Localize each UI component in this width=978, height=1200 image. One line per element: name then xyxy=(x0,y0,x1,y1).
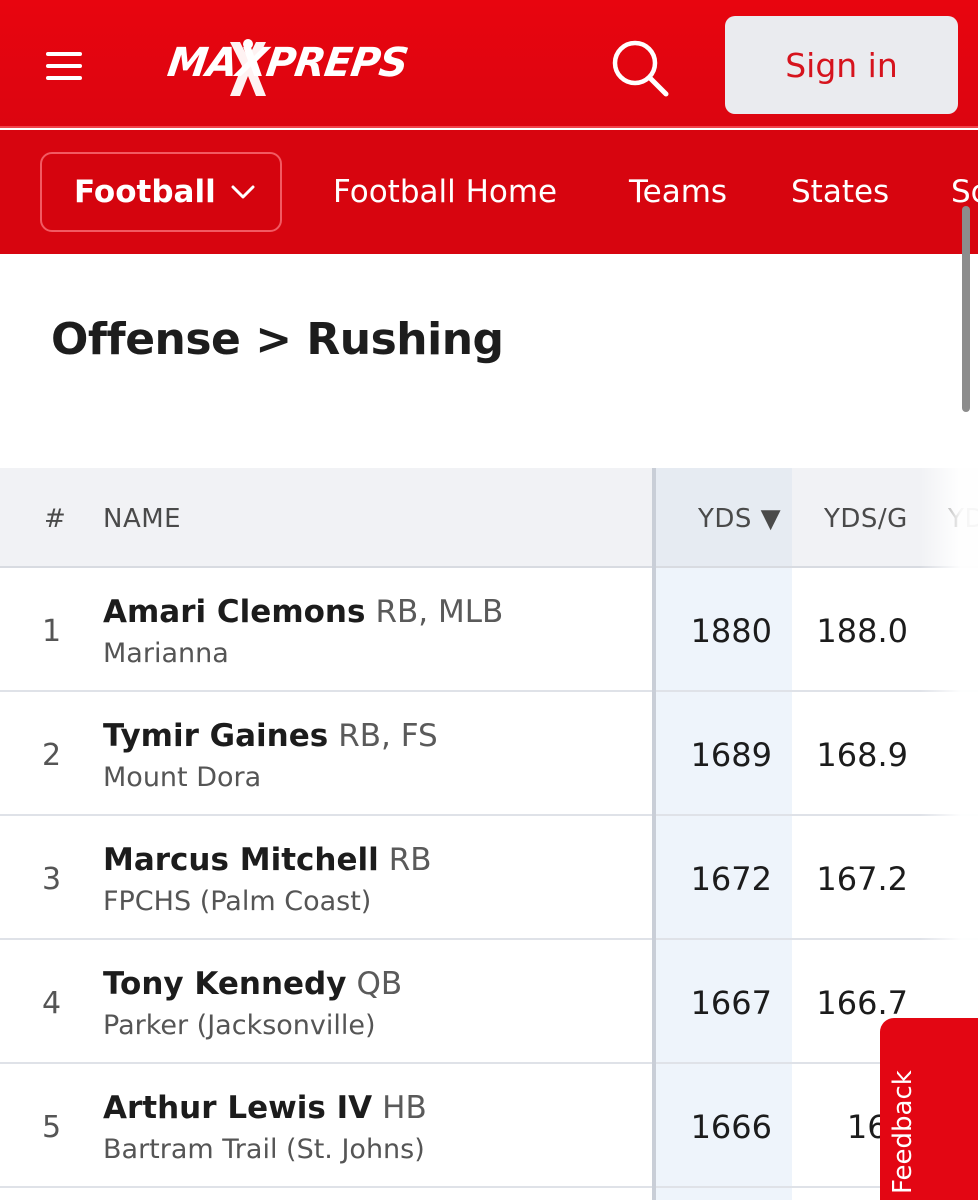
nav-link-states[interactable]: States xyxy=(791,174,890,210)
player-name-line: Amari Clemons RB, MLB xyxy=(103,594,503,630)
nav-link-football-home[interactable]: Football Home xyxy=(333,174,558,210)
table-header: # NAME YDS ▼ YDS/G YD xyxy=(0,468,978,568)
player-name-line: Tony Kennedy QB xyxy=(103,966,402,1002)
player-school[interactable]: Mount Dora xyxy=(103,762,262,793)
player-name-line: Arthur Lewis IV HB xyxy=(103,1090,427,1126)
player-name[interactable]: Tony Kennedy xyxy=(103,966,347,1002)
sport-nav: Football Football Home Teams States Sc xyxy=(0,130,978,254)
feedback-button[interactable]: Feedback xyxy=(880,1018,978,1200)
player-yds: 1672 xyxy=(690,860,772,898)
player-yds-per-game: 188.0 xyxy=(816,612,908,650)
player-name[interactable]: Amari Clemons xyxy=(103,594,366,630)
player-rank: 3 xyxy=(42,862,62,897)
player-name-line: Tymir Gaines RB, FS xyxy=(103,718,438,754)
table-row[interactable]: 3 Marcus Mitchell RB FPCHS (Palm Coast) 1… xyxy=(0,816,978,940)
nav-link-teams[interactable]: Teams xyxy=(629,174,728,210)
player-yds-per-game: 168.9 xyxy=(816,736,908,774)
player-rank: 4 xyxy=(42,986,62,1021)
sorted-column-highlight xyxy=(656,468,792,1200)
player-rank: 1 xyxy=(42,614,62,649)
player-yds: 1689 xyxy=(690,736,772,774)
scrollbar[interactable] xyxy=(962,206,970,412)
column-header-yds[interactable]: YDS ▼ xyxy=(698,504,782,534)
logo-text: MAXPREPS xyxy=(164,40,411,86)
player-name[interactable]: Marcus Mitchell xyxy=(103,842,379,878)
player-yds: 1667 xyxy=(690,984,772,1022)
column-header-rank[interactable]: # xyxy=(44,504,67,534)
player-position: RB, MLB xyxy=(375,594,504,630)
chevron-down-icon xyxy=(231,185,255,199)
player-rank: 5 xyxy=(42,1110,62,1145)
player-position: RB xyxy=(388,842,432,878)
player-position: RB, FS xyxy=(338,718,438,754)
maxpreps-logo[interactable]: MAXPREPS xyxy=(165,36,410,100)
player-name-line: Marcus Mitchell RB xyxy=(103,842,432,878)
table-row[interactable]: 2 Tymir Gaines RB, FS Mount Dora 1689 168… xyxy=(0,692,978,816)
table-row[interactable]: 4 Tony Kennedy QB Parker (Jacksonville) 1… xyxy=(0,940,978,1064)
player-yds: 1880 xyxy=(690,612,772,650)
sport-dropdown[interactable]: Football xyxy=(40,152,282,232)
top-header: MAXPREPS Sign in xyxy=(0,0,978,128)
player-yds-per-game: 167.2 xyxy=(816,860,908,898)
sport-dropdown-label: Football xyxy=(74,174,216,210)
nav-link-schedule[interactable]: Sc xyxy=(951,174,978,210)
player-yds: 1666 xyxy=(690,1108,772,1146)
sticky-column-divider xyxy=(652,468,656,1200)
table-row[interactable]: 5 Arthur Lewis IV HB Bartram Trail (St. J… xyxy=(0,1064,978,1188)
sign-in-button[interactable]: Sign in xyxy=(725,16,958,114)
player-rank: 2 xyxy=(42,738,62,773)
player-position: HB xyxy=(382,1090,427,1126)
player-yds-per-game: 166.7 xyxy=(816,984,908,1022)
feedback-label: Feedback xyxy=(888,1070,918,1194)
page-title: Offense > Rushing xyxy=(51,314,504,365)
player-name[interactable]: Tymir Gaines xyxy=(103,718,329,754)
player-school[interactable]: FPCHS (Palm Coast) xyxy=(103,886,372,917)
column-header-name[interactable]: NAME xyxy=(103,504,182,534)
column-header-yds-per-game[interactable]: YDS/G xyxy=(824,504,908,534)
player-name[interactable]: Arthur Lewis IV xyxy=(103,1090,373,1126)
player-school[interactable]: Bartram Trail (St. Johns) xyxy=(103,1134,425,1165)
player-school[interactable]: Marianna xyxy=(103,638,229,669)
player-school[interactable]: Parker (Jacksonville) xyxy=(103,1010,376,1041)
menu-icon[interactable] xyxy=(46,50,84,80)
sorted-column-header-bg xyxy=(656,468,792,566)
player-position: QB xyxy=(356,966,403,1002)
search-icon[interactable] xyxy=(608,36,670,98)
table-row[interactable]: 1 Amari Clemons RB, MLB Marianna 1880 188… xyxy=(0,568,978,692)
